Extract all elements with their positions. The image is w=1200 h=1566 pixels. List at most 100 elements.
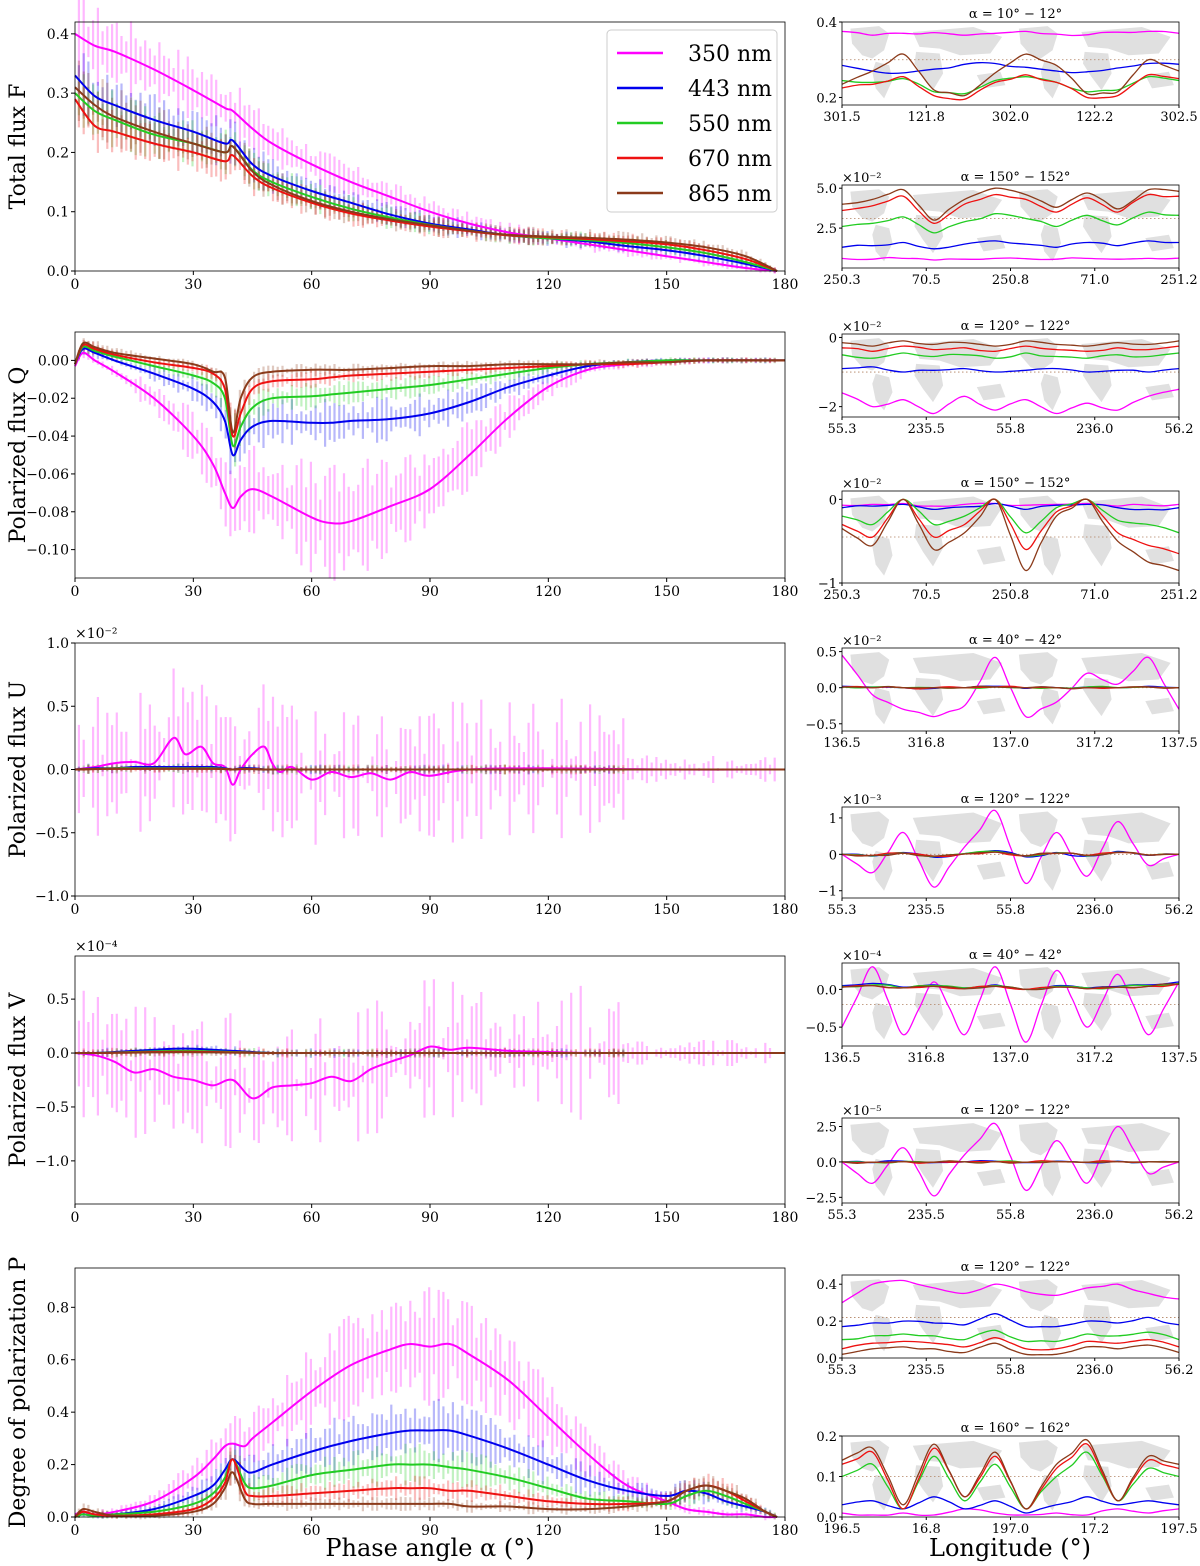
series-line-550nm: [842, 211, 1179, 234]
small-panel-s9: 55.3 235.5 55.8 236.0 56.2 0.0 0.2 0.4 α = 120° …: [816, 1260, 1193, 1378]
land-shape: [914, 1465, 944, 1503]
y-multiplier: ×10⁻⁴: [842, 949, 882, 964]
x-tick-label: 55.3: [828, 1363, 857, 1378]
x-tick-label: 120: [535, 1523, 562, 1539]
main-panel-Q: 0 30 60 90 120 150 180 0.00 −0.02 −0.04 −0.06 −0.08…: [6, 331, 799, 600]
land-shape: [1081, 1123, 1171, 1152]
x-tick-label: 71.0: [1080, 273, 1109, 288]
land-shape: [976, 1484, 1006, 1501]
series-line-865nm: [74, 1471, 778, 1518]
land-shape: [1145, 234, 1174, 252]
x-tick-label: 180: [772, 902, 799, 918]
x-tick-label: 180: [772, 584, 799, 600]
x-tick-label: 150: [653, 902, 680, 918]
land-shape: [850, 1279, 890, 1312]
small-panel-s7: 136.5 316.8 137.0 317.2 137.5 0.0 −0.5 ×10⁻⁴ α =…: [805, 948, 1197, 1066]
x-tick-label: 302.5: [1160, 110, 1197, 125]
land-shape: [872, 1002, 893, 1040]
panel-title: α = 150° − 152°: [961, 170, 1071, 185]
world-map-background: [850, 189, 1174, 262]
x-tick-label: 56.2: [1165, 903, 1194, 918]
legend: 350 nm 443 nm 550 nm 670 nm 865 nm: [606, 29, 778, 213]
x-tick-label: 60: [303, 1210, 321, 1226]
x-tick-label: 30: [184, 902, 202, 918]
land-shape: [1083, 214, 1112, 254]
land-shape: [914, 1148, 944, 1188]
x-tick-label: 235.5: [908, 1208, 945, 1223]
x-tick-label: 150: [653, 1210, 680, 1226]
land-shape: [1083, 1304, 1112, 1344]
x-tick-label: 180: [772, 1210, 799, 1226]
x-tick-label: 90: [421, 1210, 439, 1226]
y-tick-label: −2.5: [805, 1191, 837, 1206]
x-tick-label: 30: [184, 277, 202, 293]
land-shape: [1018, 1279, 1058, 1312]
land-shape: [912, 496, 1003, 528]
y-tick-label: 0.4: [816, 1278, 837, 1293]
y-multiplier: ×10⁻⁵: [842, 1104, 882, 1119]
panel-title: α = 120° − 122°: [961, 1260, 1071, 1275]
series-line-443nm: [842, 1496, 1179, 1514]
land-shape: [1040, 850, 1061, 891]
x-tick-label: 55.8: [996, 1208, 1025, 1223]
series-line-865nm: [842, 1342, 1179, 1356]
world-map-background: [850, 811, 1174, 891]
x-tick-label: 90: [421, 277, 439, 293]
main-panel-V: 0 30 60 90 120 150 180 0.5 0.0 −0.5 −1.0 ×10⁻⁴ Polar…: [6, 939, 798, 1226]
y-tick-label: 0.5: [47, 699, 69, 715]
x-tick-label: 316.8: [908, 1051, 945, 1066]
y-tick-label: 0: [829, 493, 837, 508]
x-axis-label-longitude: Longitude (°): [929, 1534, 1091, 1562]
y-tick-label: 0.0: [47, 1046, 69, 1062]
y-tick-label: −1: [818, 577, 837, 592]
x-tick-label: 250.3: [823, 273, 860, 288]
series-line-865nm: [842, 983, 1179, 991]
x-tick-label: 120: [535, 902, 562, 918]
panel-title: α = 40° − 42°: [969, 633, 1062, 648]
world-map-background: [850, 495, 1174, 576]
land-shape: [914, 524, 944, 567]
series-line-350nm: [842, 1279, 1179, 1304]
y-tick-label: 5.0: [816, 182, 837, 197]
small-panel-s6: 55.3 235.5 55.8 236.0 56.2 1 0 −1 ×10⁻³ α = 120° …: [818, 792, 1194, 918]
x-tick-label: 250.8: [992, 273, 1029, 288]
land-shape: [1081, 968, 1171, 997]
y-tick-label: −0.04: [26, 429, 69, 445]
small-panel-s10: 196.5 16.8 197.0 17.2 197.5 0.0 0.1 0.2 α = 160°…: [816, 1421, 1197, 1537]
y-tick-label: −0.08: [26, 505, 69, 521]
land-shape: [1081, 1280, 1171, 1309]
land-shape: [1145, 1484, 1174, 1501]
series-line-443nm: [842, 1313, 1179, 1328]
land-shape: [976, 71, 1006, 89]
land-shape: [872, 224, 893, 262]
series-line-865nm: [74, 1051, 785, 1055]
spread-350nm: [77, 979, 776, 1148]
land-shape: [1018, 811, 1058, 847]
x-tick-label: 30: [184, 584, 202, 600]
land-shape: [976, 861, 1006, 880]
land-shape: [914, 51, 944, 91]
series-line-865nm: [842, 1160, 1179, 1164]
series-line-443nm: [74, 347, 785, 457]
series-line-443nm: [842, 62, 1179, 74]
y-tick-label: −0.5: [35, 1100, 69, 1116]
y-tick-label: 0: [829, 331, 837, 346]
y-axis-label: Polarized flux V: [6, 992, 31, 1168]
land-shape: [850, 1122, 890, 1156]
x-tick-label: 55.8: [996, 422, 1025, 437]
series-line-350nm: [842, 1122, 1179, 1197]
x-tick-label: 16.8: [912, 1522, 941, 1537]
land-shape: [1040, 373, 1061, 411]
y-tick-label: 1: [829, 812, 837, 827]
series-line-350nm: [842, 809, 1179, 888]
legend-label: 550 nm: [688, 112, 772, 137]
y-tick-label: 0.0: [816, 682, 837, 697]
series-line-443nm: [842, 240, 1179, 250]
land-shape: [976, 1324, 1006, 1342]
x-tick-label: 17.2: [1080, 1522, 1109, 1537]
y-multiplier: ×10⁻⁴: [75, 939, 118, 955]
y-tick-label: 0.6: [47, 1353, 69, 1369]
land-shape: [1040, 224, 1061, 262]
y-tick-label: 0.8: [47, 1300, 69, 1316]
x-tick-label: 196.5: [823, 1522, 860, 1537]
